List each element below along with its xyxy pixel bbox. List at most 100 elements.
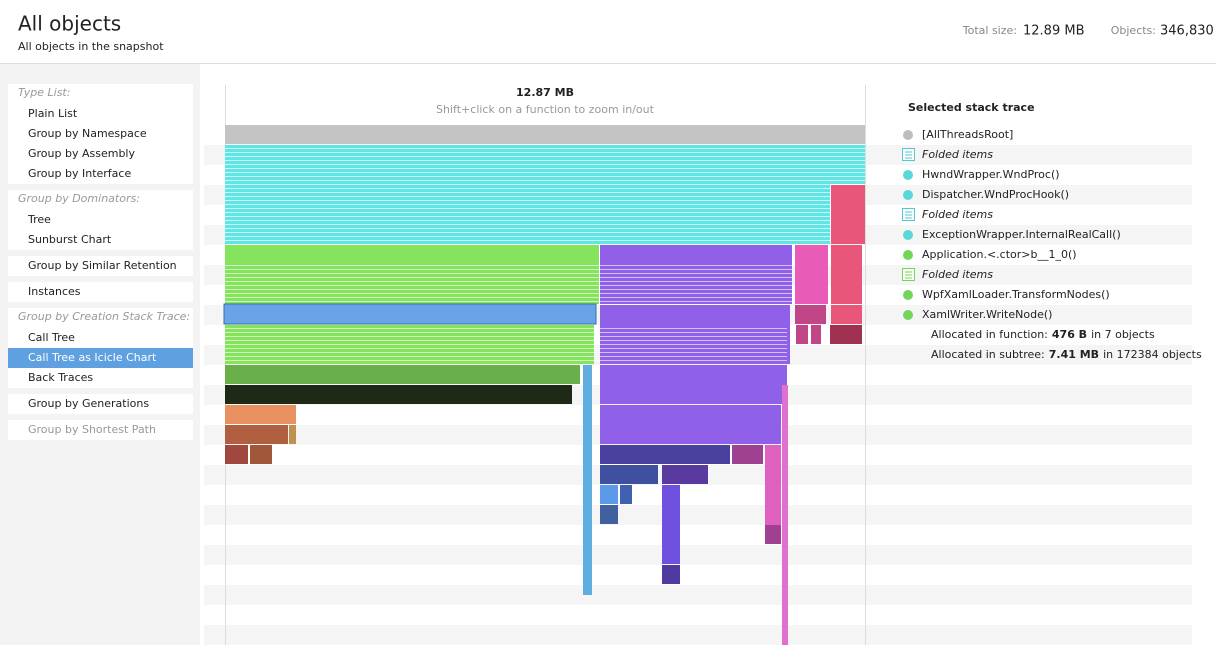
icicle-block [830,325,862,344]
sidebar-item[interactable]: Plain List [28,107,78,120]
stack-frame[interactable]: Folded items [922,268,993,281]
icicle-block [795,245,828,304]
frame-dot [903,290,913,300]
sidebar-heading: Group by Creation Stack Trace: [18,310,190,323]
icicle-block [600,245,792,304]
allocation-rest: in 172384 objects [1103,348,1202,361]
icicle-block [662,565,680,584]
icicle-block [732,445,763,464]
sidebar-item[interactable]: Group by Namespace [28,127,147,140]
icicle-block [811,325,821,344]
icicle-block [583,365,592,595]
row-stripe [204,625,1192,645]
icicle-block [662,465,708,484]
icicle-block [600,405,781,444]
icicle-block [765,525,781,544]
sidebar-item[interactable]: Call Tree as Icicle Chart [28,351,157,364]
sidebar-heading: Type List: [18,86,70,99]
sidebar-block [8,256,193,276]
sidebar-item[interactable]: Instances [28,285,81,298]
row-stripe [204,545,1192,565]
allocation-label: Allocated in function: [931,328,1048,341]
sidebar-item[interactable]: Group by Interface [28,167,131,180]
icicle-block [662,485,680,564]
allocation-line: Allocated in subtree: 7.41 MB in 172384 ob… [931,348,1202,361]
sidebar-item: Group by Shortest Path [28,423,156,436]
icicle-block [600,305,790,364]
sidebar-block [8,190,193,250]
sidebar-item[interactable]: Group by Assembly [28,147,135,160]
sidebar-heading: Group by Dominators: [18,192,140,205]
total-size: 12.89 MB [1023,24,1084,39]
sidebar-block [8,282,193,302]
stack-frame[interactable]: Application.<.ctor>b__1_0() [922,248,1077,261]
allocation-label: Allocated in subtree: [931,348,1045,361]
icicle-block [831,185,865,244]
row-stripe [204,585,1192,605]
frame-dot [903,190,913,200]
icicle-block [225,125,865,144]
total-size-label: Total size: [962,24,1017,37]
stack-frame[interactable]: Folded items [922,208,993,221]
sidebar-item[interactable]: Group by Generations [28,397,149,410]
icicle-block [795,305,826,324]
stack-frame[interactable]: ExceptionWrapper.InternalRealCall() [922,228,1121,241]
sidebar-block [8,394,193,414]
icicle-block [225,445,248,464]
icicle-block [225,365,580,384]
stack-frame[interactable]: Folded items [922,148,993,161]
icicle-block [225,145,830,244]
icicle-block [600,365,787,404]
frame-dot [903,130,913,140]
sidebar-item[interactable]: Sunburst Chart [28,233,112,246]
icicle-block [600,485,618,504]
icicle-block [796,325,808,344]
sidebar-item[interactable]: Call Tree [28,331,75,344]
icicle-block [225,245,599,304]
icicle-block [765,445,781,535]
allocation-line: Allocated in function: 476 B in 7 objects [931,328,1155,341]
icicle-block [831,305,862,324]
frame-dot [903,170,913,180]
row-stripe [204,525,1192,545]
icicle-block [225,425,288,444]
header-bg [0,0,1216,63]
stack-frame[interactable]: Dispatcher.WndProcHook() [922,188,1069,201]
page-subtitle: All objects in the snapshot [18,40,164,53]
frame-dot [903,250,913,260]
sidebar-block [8,420,193,440]
sidebar-selection [8,348,193,368]
stack-title: Selected stack trace [908,101,1035,114]
stack-frame[interactable]: HwndWrapper.WndProc() [922,168,1060,181]
page-title: All objects [18,12,121,36]
icicle-block [600,445,730,464]
stack-frame[interactable]: WpfXamlLoader.TransformNodes() [922,288,1110,301]
icicle-block [250,445,272,464]
icicle-block [600,465,658,484]
icicle-block [782,385,788,645]
allocation-value: 7.41 MB [1049,348,1099,361]
chart-total: 12.87 MB [516,86,574,99]
frame-dot [903,230,913,240]
sidebar-item[interactable]: Tree [27,213,51,226]
icicle-block [620,485,632,504]
allocation-value: 476 B [1052,328,1087,341]
row-stripe [204,565,1192,585]
objects-label: Objects: [1111,24,1156,37]
icicle-block [225,405,296,424]
chart-hint: Shift+click on a function to zoom in/out [436,103,655,116]
row-stripe [204,605,1192,625]
sidebar-block [8,84,193,184]
objects-count: 346,830 [1160,24,1214,39]
icicle-block [831,245,862,304]
stack-frame[interactable]: [AllThreadsRoot] [922,128,1013,141]
frame-dot [903,310,913,320]
stack-frame[interactable]: XamlWriter.WriteNode() [922,308,1052,321]
sidebar-item[interactable]: Back Traces [28,371,93,384]
selected-block[interactable] [223,303,597,325]
row-stripe [204,505,1192,525]
sidebar-item[interactable]: Group by Similar Retention [28,259,177,272]
row-stripe [204,485,1192,505]
